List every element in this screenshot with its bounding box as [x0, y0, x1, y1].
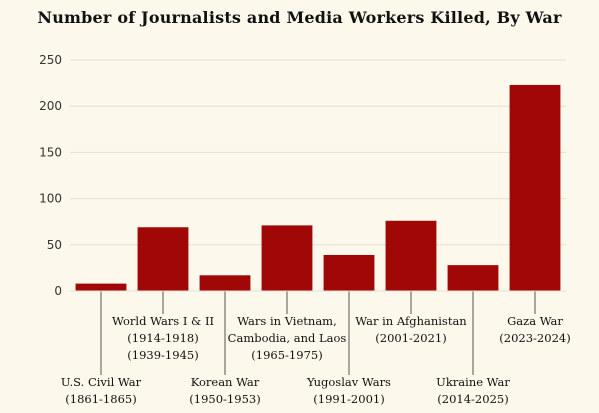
category-label-4: Yugoslav Wars (1991-2001) [306, 375, 391, 406]
bar-2 [199, 275, 251, 291]
category-label-line: War in Afghanistan [355, 314, 467, 328]
chart-title: Number of Journalists and Media Workers … [37, 8, 562, 27]
bar-0 [75, 283, 127, 291]
category-label-line: Ukraine War [436, 375, 510, 389]
category-label-line: Yugoslav Wars [306, 375, 391, 389]
y-tick-label-2: 100 [39, 192, 62, 206]
category-label-line: (1861-1865) [65, 392, 136, 406]
category-label-line: Wars in Vietnam, [237, 314, 337, 328]
bar-1 [137, 227, 189, 291]
category-label-5: War in Afghanistan (2001-2021) [355, 314, 467, 345]
bar-3 [261, 225, 313, 291]
bar-7 [509, 84, 561, 291]
bar-6 [447, 265, 499, 291]
y-tick-label-3: 150 [39, 145, 62, 159]
y-tick-label-5: 250 [39, 53, 62, 67]
category-label-line: (1914-1918) [127, 331, 198, 345]
category-label-3: Wars in Vietnam, Cambodia, and Laos (1965-… [228, 314, 347, 362]
category-label-6: Ukraine War (2014-2025) [436, 375, 510, 406]
category-label-0: U.S. Civil War (1861-1865) [61, 375, 142, 406]
y-tick-label-0: 0 [54, 284, 62, 298]
category-label-line: (1965-1975) [251, 348, 322, 362]
category-label-1: World Wars I & II (1914-1918) (1939-1945) [112, 314, 214, 362]
category-label-line: Korean War [191, 375, 260, 389]
category-label-line: (1950-1953) [189, 392, 260, 406]
category-label-2: Korean War (1950-1953) [189, 375, 260, 406]
y-tick-label-1: 50 [47, 238, 62, 252]
category-label-line: U.S. Civil War [61, 375, 142, 389]
category-label-line: (2014-2025) [437, 392, 508, 406]
category-label-line: (1939-1945) [127, 348, 198, 362]
category-label-line: (2001-2021) [375, 331, 446, 345]
bar-4 [323, 254, 375, 291]
y-tick-label-4: 200 [39, 99, 62, 113]
category-label-line: World Wars I & II [112, 314, 214, 328]
bar-5 [385, 220, 437, 291]
category-label-line: Cambodia, and Laos [228, 331, 347, 345]
category-label-line: Gaza War [507, 314, 563, 328]
category-label-line: (2023-2024) [499, 331, 570, 345]
category-label-7: Gaza War (2023-2024) [499, 314, 570, 345]
category-label-line: (1991-2001) [313, 392, 384, 406]
